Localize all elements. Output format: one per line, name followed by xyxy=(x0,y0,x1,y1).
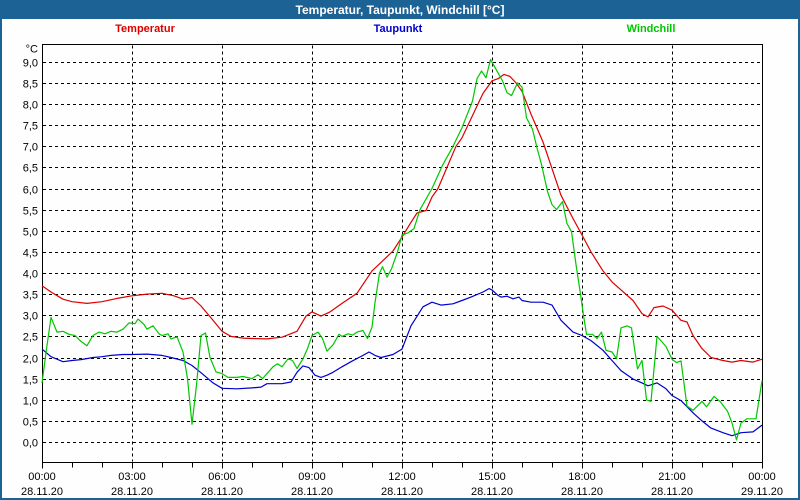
x-tick-date-label: 28.11.20 xyxy=(291,486,333,498)
legend-item-windchill: Windchill xyxy=(626,23,676,35)
x-tick-time-label: 09:00 xyxy=(298,471,326,483)
x-tick-labels: 00:00 28.11.20 03:00 28.11.20 06:00 28.11.20 0… xyxy=(21,471,783,498)
x-tick-date-label: 28.11.20 xyxy=(381,486,423,498)
x-tick-time-label: 00:00 xyxy=(748,471,776,483)
y-tick-label: 0,0 xyxy=(23,438,38,450)
x-tick-date-label: 28.11.20 xyxy=(111,486,153,498)
y-tick-label: 3,0 xyxy=(23,311,38,323)
y-tick-label: 3,5 xyxy=(23,290,38,302)
series-line-windchill xyxy=(41,58,763,441)
chart-legend: Temperatur Taupunkt Windchill xyxy=(2,21,798,39)
y-tick-label: 4,0 xyxy=(23,269,38,281)
y-tick-label: 7,0 xyxy=(23,142,38,154)
x-tick-date-label: 29.11.20 xyxy=(741,486,783,498)
x-tick-date-label: 28.11.20 xyxy=(21,486,63,498)
y-tick-label: 8,0 xyxy=(23,100,38,112)
x-tick-date-label: 28.11.20 xyxy=(201,486,243,498)
window-title: Temperatur, Taupunkt, Windchill [°C] xyxy=(295,3,505,17)
x-tick-time-label: 03:00 xyxy=(118,471,146,483)
x-ticks xyxy=(42,462,763,469)
x-tick-time-label: 00:00 xyxy=(28,471,56,483)
y-tick-label: 1,0 xyxy=(23,396,38,408)
y-tick-labels: 9,0 8,5 8,0 7,5 7,0 6,5 6,0 5,5 5,0 4,5 4,0 3,5 3,0 2… xyxy=(23,58,38,450)
x-tick-time-label: 12:00 xyxy=(388,471,416,483)
y-axis-unit-label: °C xyxy=(26,44,38,56)
y-tick-label: 9,0 xyxy=(23,58,38,70)
x-tick-time-label: 21:00 xyxy=(658,471,686,483)
y-tick-label: 5,5 xyxy=(23,206,38,218)
x-tick-date-label: 28.11.20 xyxy=(561,486,603,498)
y-tick-label: 6,0 xyxy=(23,185,38,197)
y-tick-label: 4,5 xyxy=(23,248,38,260)
y-tick-label: 1,5 xyxy=(23,375,38,387)
x-tick-date-label: 28.11.20 xyxy=(471,486,513,498)
y-tick-label: 5,0 xyxy=(23,227,38,239)
x-tick-time-label: 06:00 xyxy=(208,471,236,483)
y-tick-label: 7,5 xyxy=(23,121,38,133)
y-tick-label: 0,5 xyxy=(23,417,38,429)
x-tick-date-label: 28.11.20 xyxy=(651,486,693,498)
legend-item-temperatur: Temperatur xyxy=(115,23,175,35)
series-line-temperatur xyxy=(41,73,763,363)
x-tick-time-label: 18:00 xyxy=(568,471,596,483)
y-tick-label: 6,5 xyxy=(23,163,38,175)
y-tick-label: 8,5 xyxy=(23,79,38,91)
legend-item-taupunkt: Taupunkt xyxy=(373,23,423,35)
window-title-bar: Temperatur, Taupunkt, Windchill [°C] xyxy=(2,2,798,19)
x-tick-time-label: 15:00 xyxy=(478,471,506,483)
y-tick-label: 2,0 xyxy=(23,354,38,366)
y-tick-label: 2,5 xyxy=(23,332,38,344)
